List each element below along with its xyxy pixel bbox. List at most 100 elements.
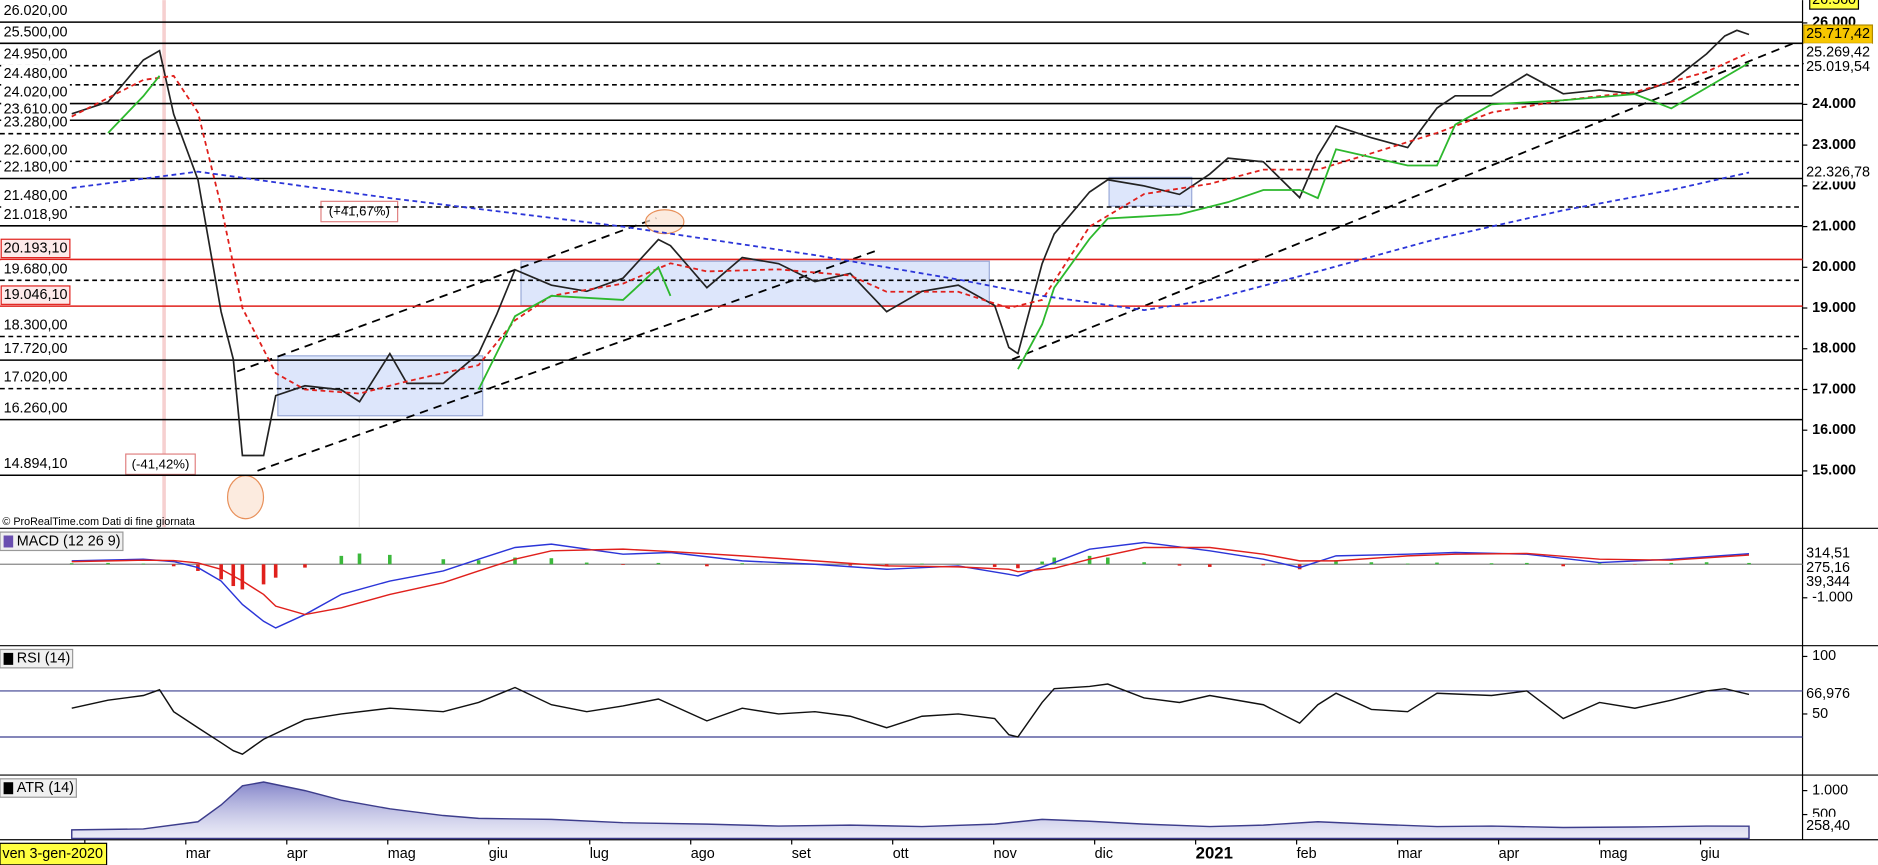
histogram-bar [1334,560,1338,565]
panel-title: MACD (12 26 9) [17,533,121,549]
level-label: 22.180,00 [4,160,68,176]
level-label: 17.720,00 [4,341,68,357]
histogram-bar [303,564,307,568]
label-bg [1,141,70,160]
y-tick-label: 1.000 [1812,782,1848,798]
label-bg [1,339,70,359]
histogram-bar [231,564,236,587]
level-label: 26.020,00 [4,3,68,19]
x-tick-label: apr [287,846,308,862]
label-bg [1,205,70,225]
x-tick-label: apr [1499,846,1520,862]
x-tick-label: feb [1297,846,1317,862]
level-label: 24.950,00 [4,47,68,63]
label-bg [1,316,70,335]
panel-title: RSI (14) [17,651,70,667]
label-bg [1803,544,1853,563]
label-bg [1,399,70,418]
label-bg [1803,816,1853,836]
label-bg [1809,0,1860,10]
label-bg [0,531,124,552]
histogram-bar [1297,564,1302,570]
price-line [71,51,1750,395]
level-label: 19.046,10 [4,287,68,303]
histogram-bar [920,563,924,565]
price-line [107,62,1750,390]
y-tick-label: 21.000 [1812,218,1856,234]
histogram-bar [1561,564,1566,567]
x-tick-label: mag [388,846,416,862]
label-bg [0,778,77,798]
histogram-bar [171,564,176,567]
level-label: 16.260,00 [4,401,68,417]
histogram-bar [1087,555,1092,565]
highlight-circle [644,209,685,235]
label-bg [1,113,70,132]
x-tick-label: giu [1701,846,1720,862]
price-line [71,170,1750,312]
last-value-label: 275,16 [1806,560,1850,576]
level-label: 14.894,10 [4,456,68,472]
histogram-bar [1177,564,1182,566]
indicator-line [71,546,1750,616]
label-bg [1,45,70,64]
level-label: 23.280,00 [4,115,68,131]
histogram-bar [1052,557,1057,565]
histogram-bar [1142,562,1146,565]
y-tick-label: 17.000 [1812,381,1856,397]
annotation-box [125,453,196,476]
panel-icon [3,782,14,795]
histogram-bar [441,559,446,565]
histogram-bar [513,557,517,565]
histogram-bar [339,555,344,565]
level-label: 23.610,00 [4,101,68,117]
trend-line [1011,41,1797,361]
level-label: 24.480,00 [4,66,68,82]
histogram-bar [1669,562,1674,565]
label-bg [1,368,70,387]
histogram-bar [1105,557,1110,565]
last-value-label: 25.019,54 [1806,59,1870,75]
level-label: 18.300,00 [4,318,68,334]
histogram-bar [1369,562,1374,565]
label-bg [1803,43,1873,62]
highlight-circle [226,475,265,520]
label-bg [1803,163,1873,182]
histogram-bar [261,564,266,585]
last-value-label: 314,51 [1806,546,1850,562]
label-bg [1,260,70,279]
histogram-bar [1405,563,1410,565]
histogram-bar [1040,561,1044,565]
panel-title: ATR (14) [17,780,74,796]
label-bg [0,648,74,669]
x-tick-label: mag [1600,846,1628,862]
indicator-line [71,541,1750,629]
label-bg [1,83,70,102]
indicator-area [71,781,1750,840]
histogram-bar [621,564,625,565]
x-tick-label: ott [893,846,909,862]
label-bg [1803,57,1873,77]
level-label: 21.018,90 [4,207,68,223]
histogram-bar [69,563,74,565]
source-note: © ProRealTime.com Dati di fine giornata [2,516,194,528]
y-tick-label: 19.000 [1812,300,1856,316]
level-label: 20.193,10 [4,240,68,256]
histogram-bar [1489,563,1494,565]
last-value-label: 258,40 [1806,818,1850,834]
trend-line [257,248,881,472]
histogram-bar [1207,564,1212,567]
histogram-bar [705,564,709,567]
annotation: (-41,42%) [132,456,190,471]
label-bg [1,186,70,206]
x-tick-label: mar [186,846,211,862]
label-bg [1803,573,1853,592]
histogram-bar [219,564,223,580]
histogram-bar [656,562,661,565]
label-bg [1,455,70,474]
level-label: 25.500,00 [4,24,68,40]
x-tick-label: ago [691,846,715,862]
panel-icon [3,535,14,548]
y-tick-label: 23.000 [1812,137,1856,153]
